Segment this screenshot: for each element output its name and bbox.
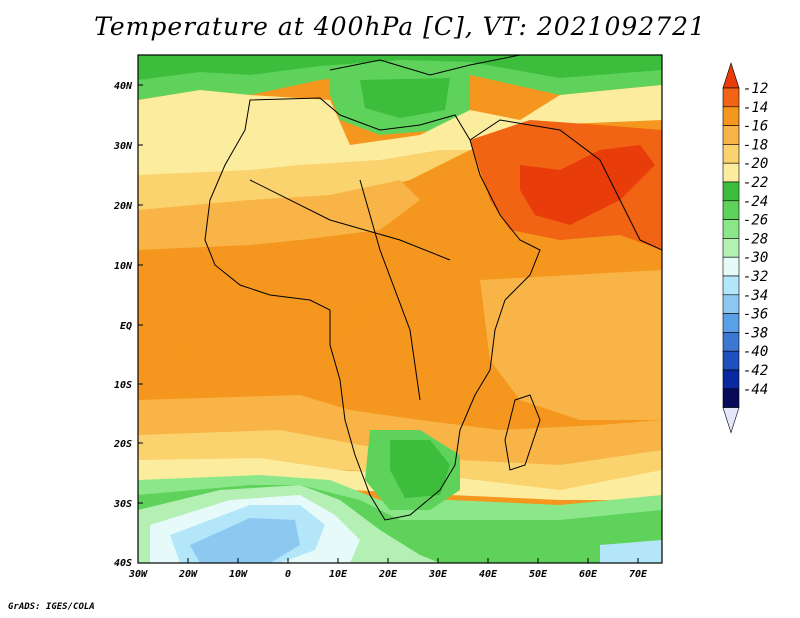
colorbar-label: -12 [743,81,768,97]
lat-label: 10S [114,380,132,391]
colorbar-swatch [722,275,740,296]
colorbar-swatch [722,313,740,333]
colorbar-swatch [722,125,740,145]
colorbar-swatch [722,87,740,108]
lon-label: 20W [178,569,198,580]
lon-label: 0 [285,569,291,580]
colorbar-label: -18 [743,137,768,153]
colorbar-swatch [722,62,740,89]
colorbar-swatch [722,407,740,434]
colorbar-label: -14 [743,100,768,116]
colorbar-label: -38 [743,325,768,341]
colorbar-swatch [722,200,740,220]
lon-label: 30E [428,569,448,580]
colorbar-swatch [722,350,740,371]
lat-label: 40N [114,81,133,92]
map-frame [137,54,663,564]
lon-label: 60E [579,569,598,580]
colorbar-label: -24 [743,194,768,210]
colorbar-swatch [722,369,740,390]
coastlines [204,55,662,521]
colorbar-swatch [722,332,740,352]
colorbar-label: -44 [743,382,768,398]
colorbar: -12 -14 -16 -18 -20 -22 -24 -26 -28 -30 -32 -34 -36 -… [722,62,768,434]
colorbar-swatch [722,256,740,277]
colorbar-swatch [722,238,740,258]
lon-axis: 30W 20W 10W 0 10E 20E 30E 40E 50E 60E 70… [128,558,648,580]
lat-label: 20N [113,201,133,212]
temperature-field [138,55,662,563]
colorbar-label: -42 [743,363,768,379]
colorbar-label: -30 [743,250,768,266]
colorbar-label: -22 [743,175,768,191]
lat-label: 30N [113,141,133,152]
lon-label: 40E [479,569,498,580]
colorbar-label: -16 [743,119,768,135]
lon-label: 50E [529,569,548,580]
colorbar-label: -26 [743,213,768,229]
lon-label: 10E [329,569,348,580]
colorbar-swatch [722,388,740,408]
colorbar-swatch [722,106,740,126]
lon-label: 30W [128,569,148,580]
map-title: Temperature at 400hPa [C], VT: 202109272… [94,12,706,41]
lon-label: 10W [229,569,248,580]
colorbar-swatch [722,162,740,183]
colorbar-label: -34 [743,288,768,304]
lat-label: EQ [120,321,132,332]
lat-label: 30S [113,499,132,510]
colorbar-swatch [722,219,740,239]
lon-label: 20E [378,569,398,580]
colorbar-label: -36 [743,307,768,323]
colorbar-label: -20 [743,156,768,172]
colorbar-label: -28 [743,231,768,247]
lon-label: 70E [629,569,648,580]
credit-text: GrADS: IGES/COLA [8,602,95,612]
lat-axis: 40N 30N 20N 10N EQ 10S 20S 30S 40S [113,81,143,569]
colorbar-label: -32 [743,269,768,285]
colorbar-swatch [722,181,740,202]
colorbar-swatch [722,144,740,164]
lat-label: 20S [113,439,132,450]
colorbar-label: -40 [743,344,768,360]
lat-label: 40S [114,558,132,569]
colorbar-swatch [722,294,740,314]
lat-label: 10N [114,261,133,272]
